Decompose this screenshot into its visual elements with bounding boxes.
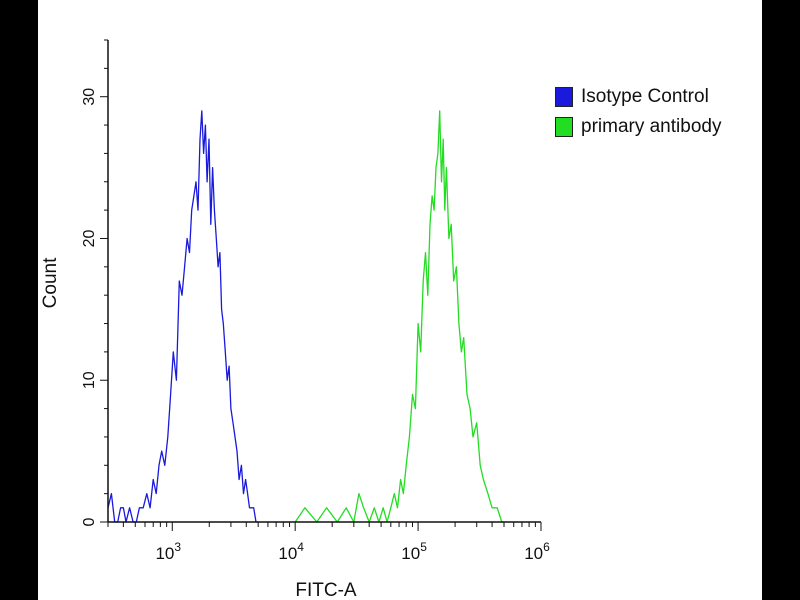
series-primary-antibody-line [294,110,504,523]
ticks-layer: 0 10 20 30 103 104 105 106 [81,39,550,563]
y-tick-label: 0 [81,517,98,526]
x-tick-label: 106 [524,540,550,563]
y-tick-label: 30 [81,88,98,106]
legend-item-isotype-control: Isotype Control [555,82,721,112]
legend-label-isotype-control: Isotype Control [581,86,709,107]
legend-swatch-green [555,117,573,137]
legend-swatch-blue [555,87,573,107]
x-tick-label: 103 [155,540,181,563]
x-axis-label: FITC-A [295,580,357,600]
legend-label-primary-antibody: primary antibody [581,116,722,137]
series-layer [107,110,504,523]
legend-item-primary-antibody: primary antibody [555,112,721,142]
legend: Isotype Control primary antibody [555,82,721,142]
series-isotype-control-line [107,110,259,523]
x-tick-label: 104 [278,540,304,563]
x-tick-label: 105 [401,540,427,563]
y-axis-label: Count [40,257,61,308]
y-tick-label: 10 [81,371,98,389]
histogram-chart: 0 10 20 30 103 104 105 106 Count FITC-A [40,39,550,600]
y-tick-label: 20 [81,229,98,247]
chart-panel: 0 10 20 30 103 104 105 106 Count FITC-A Isotype… [38,0,762,600]
